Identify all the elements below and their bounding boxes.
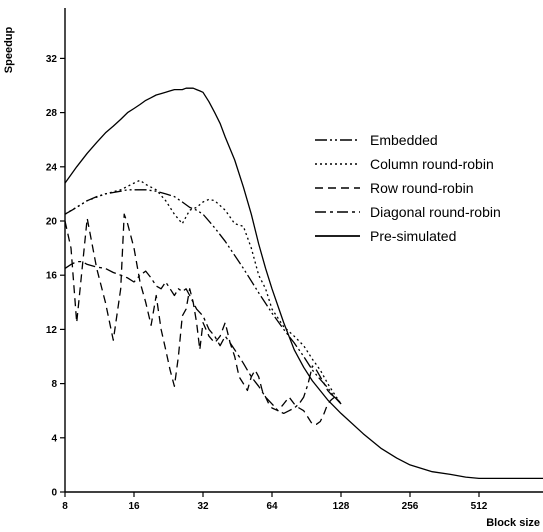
y-tick-label: 12 [46,325,58,336]
x-axis-title: Block size [486,517,540,529]
x-tick-label: 256 [402,501,419,512]
y-axis-title: Speedup [3,26,15,73]
series-line-column-round-robin [64,179,342,405]
x-tick-label: 8 [62,501,68,512]
legend: Embedded Column round-robin Row round-robi… [315,132,501,244]
legend-label-row-round-robin: Row round-robin [370,180,474,196]
series-line-pre-simulated [64,87,543,480]
y-tick-label: 32 [46,54,58,65]
series-line-row-round-robin [64,213,342,425]
y-tick-label: 16 [46,271,58,282]
legend-label-diagonal-round-robin: Diagonal round-robin [370,204,501,220]
x-tick-label: 512 [471,501,488,512]
x-tick-label: 16 [128,501,140,512]
y-tick-label: 28 [46,108,58,119]
series-group [64,87,543,480]
legend-label-embedded: Embedded [370,132,438,148]
y-ticks: 0 4 8 12 16 20 24 28 32 [46,54,65,499]
y-tick-label: 24 [46,162,58,173]
x-tick-label: 64 [266,501,278,512]
legend-label-pre-simulated: Pre-simulated [370,228,456,244]
series-line-diagonal-round-robin [64,260,342,415]
axes [64,8,543,493]
y-tick-label: 20 [46,217,58,228]
y-tick-label: 8 [51,379,57,390]
y-tick-label: 0 [51,488,57,499]
legend-label-column-round-robin: Column round-robin [370,156,494,172]
series-line-embedded [64,189,342,405]
x-ticks: 8 16 32 64 128 256 512 [62,492,488,512]
x-tick-label: 128 [333,501,350,512]
x-tick-label: 32 [197,501,209,512]
y-tick-label: 4 [51,433,57,444]
